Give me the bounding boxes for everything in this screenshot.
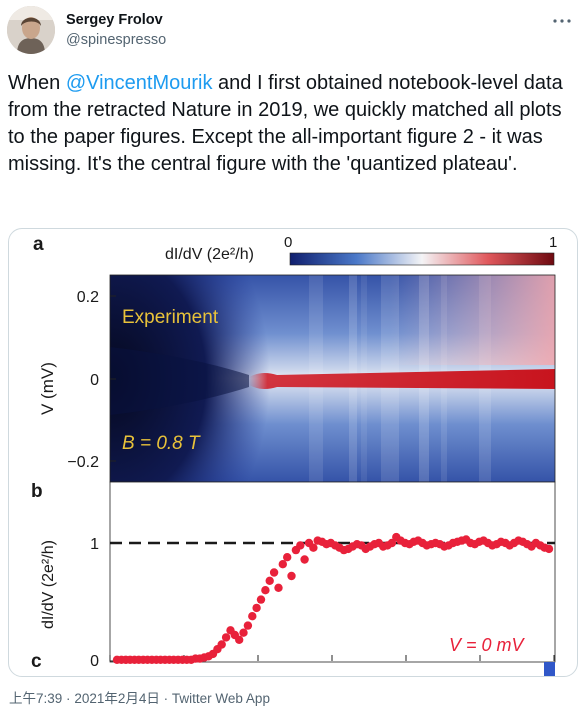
data-point (256, 595, 266, 604)
data-point (265, 576, 274, 585)
more-dots-icon[interactable] (548, 13, 572, 25)
heatmap-ylabel: V (mV) (38, 362, 57, 415)
tweet-text: When @VincentMourik and I first obtained… (8, 70, 580, 178)
colorbar (289, 252, 555, 266)
plot-xticks (109, 655, 555, 661)
panel-c-label: c (31, 651, 42, 672)
data-point (252, 603, 261, 613)
bias-label: V = 0 mV (449, 635, 526, 655)
plot-ytick-0: 0 (90, 653, 99, 670)
tweet-time[interactable]: 上午7:39 (9, 691, 63, 706)
heatmap-ytick-mid: 0 (90, 372, 99, 389)
tweet-date[interactable]: 2021年2月4日 (74, 691, 160, 706)
plot-frame (109, 481, 556, 663)
data-point (544, 544, 554, 554)
author-handle[interactable]: @spinespresso (66, 32, 167, 48)
plot-ytick-1: 1 (90, 536, 99, 553)
plot-dots (112, 532, 554, 664)
data-point (243, 621, 253, 630)
data-point (309, 543, 318, 552)
tweet-meta: 上午7:39 · 2021年2月4日 · Twitter Web App (9, 687, 270, 707)
avatar[interactable] (7, 6, 55, 54)
data-point (248, 612, 257, 621)
heatmap (109, 274, 556, 483)
panel-b-label: b (31, 481, 43, 502)
data-point (269, 568, 279, 577)
mention-link[interactable]: @VincentMourik (65, 72, 213, 94)
tweet-source[interactable]: Twitter Web App (171, 691, 270, 706)
tweet-media-image[interactable]: a b c dI/dV (2e²/h) 0 1 Experiment B = 0… (8, 228, 578, 677)
data-point (296, 541, 305, 550)
figure-svg: a b c dI/dV (2e²/h) 0 1 Experiment B = 0… (31, 234, 557, 676)
data-point (261, 586, 270, 595)
meta-separator-2: · (163, 691, 169, 706)
experiment-label: Experiment (122, 307, 219, 328)
heatmap-ytick-top: 0.2 (77, 289, 99, 306)
avatar-photo-icon (7, 6, 55, 54)
author-name[interactable]: Sergey Frolov (66, 12, 163, 28)
colorbar-max: 1 (549, 234, 557, 251)
heatmap-ytick-bottom: −0.2 (67, 454, 99, 471)
data-point (300, 555, 309, 564)
colorbar-min: 0 (284, 234, 292, 251)
field-label: B = 0.8 T (122, 433, 201, 454)
data-point (221, 633, 231, 642)
tweet-text-before: When (8, 72, 66, 94)
data-point (239, 628, 248, 637)
colorbar-label: dI/dV (2e²/h) (165, 246, 254, 263)
panel-a-label: a (33, 234, 44, 255)
data-point (274, 583, 283, 592)
tweet-text-after: and I first obtained notebook-level data… (8, 72, 563, 175)
plot-ylabel: dI/dV (2e²/h) (40, 540, 57, 629)
author-block: Sergey Frolov @spinespresso (66, 11, 166, 49)
data-point (287, 571, 296, 581)
data-point (387, 538, 397, 548)
corner-marker (544, 662, 555, 676)
data-point (283, 553, 292, 562)
data-point (278, 560, 287, 569)
more-dots-svg (553, 19, 571, 23)
data-point (217, 640, 226, 649)
data-point (235, 635, 244, 644)
meta-separator-1: · (66, 691, 71, 706)
